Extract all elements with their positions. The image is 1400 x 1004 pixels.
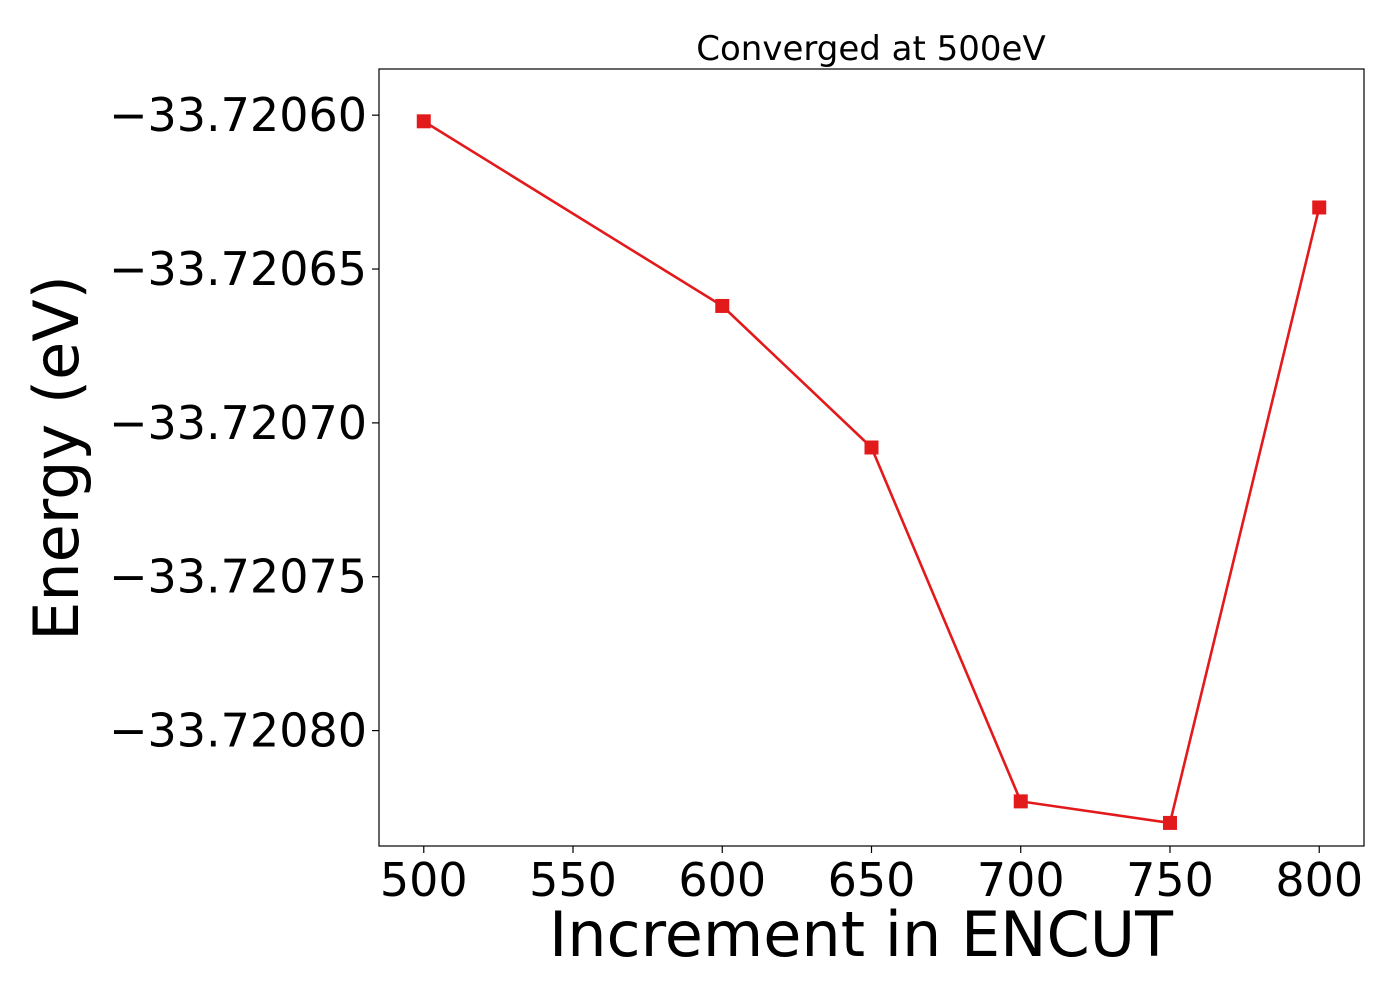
x-tick-label: 500	[380, 853, 468, 907]
chart-title: Converged at 500eV	[696, 29, 1045, 69]
y-axis: −33.72060 −33.72065 −33.72070 −33.72075 −33.…	[109, 88, 379, 758]
x-axis-title: Increment in ENCUT	[549, 898, 1174, 971]
data-point-marker	[864, 440, 879, 455]
series-line	[423, 120, 1321, 825]
y-tick-label: −33.72060	[109, 88, 367, 142]
y-tick-label: −33.72070	[109, 396, 367, 450]
data-point-marker	[1312, 200, 1327, 215]
x-tick-label: 700	[977, 853, 1065, 907]
y-tick-label: −33.72075	[109, 550, 367, 604]
y-tick-label: −33.72065	[109, 242, 367, 296]
x-axis: 500 550 600 650 700 750 800	[380, 846, 1363, 907]
x-tick-label: 650	[828, 853, 916, 907]
x-tick-label: 750	[1126, 853, 1214, 907]
data-point-marker	[1013, 794, 1028, 809]
x-tick-label: 600	[678, 853, 766, 907]
data-point-marker	[1162, 815, 1177, 830]
x-tick-label: 800	[1275, 853, 1363, 907]
series-layer	[416, 114, 1327, 830]
data-point-marker	[715, 298, 730, 313]
data-point-marker	[416, 114, 431, 129]
x-tick-label: 550	[529, 853, 617, 907]
y-tick-label: −33.72080	[109, 704, 367, 758]
y-axis-title: Energy (eV)	[20, 275, 93, 641]
